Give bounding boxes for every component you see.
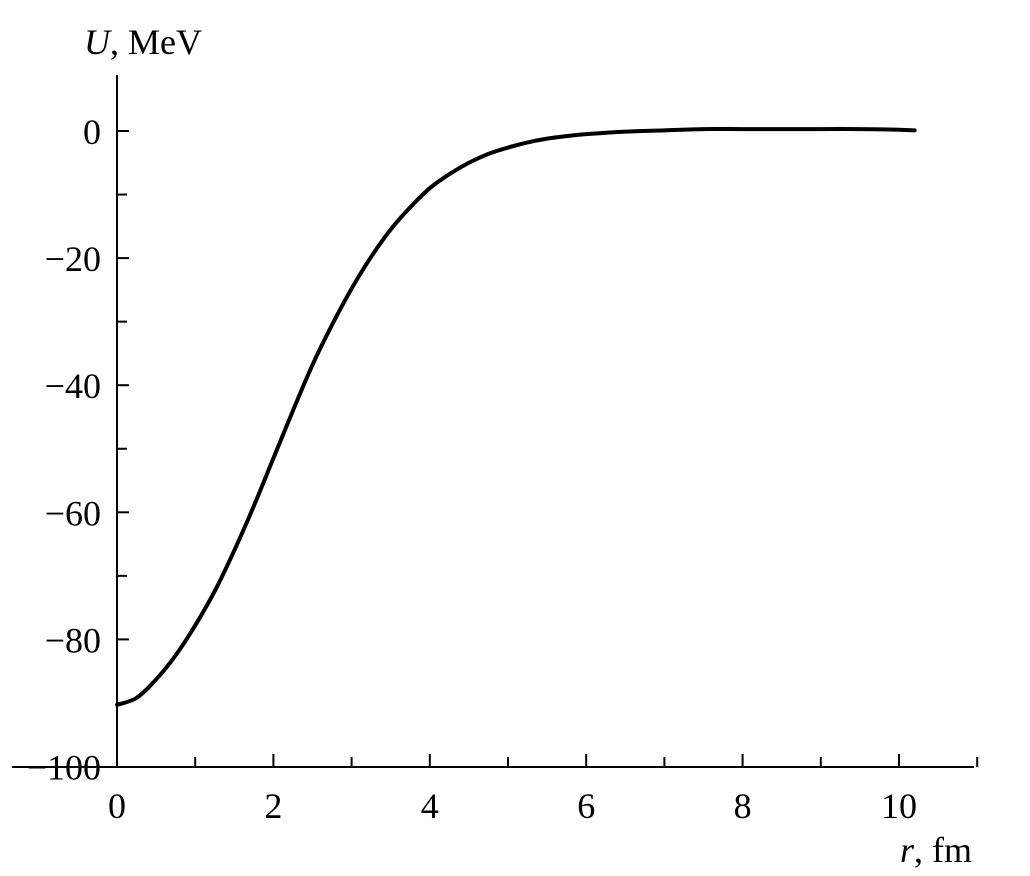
x-axis-label-unit: , fm [914, 830, 972, 870]
axes [12, 75, 974, 768]
x-tick-label: 8 [734, 786, 752, 826]
x-tick-label: 6 [577, 786, 595, 826]
y-tick-label: −60 [45, 493, 101, 533]
potential-curve [115, 126, 917, 707]
y-axis-label-unit: , MeV [110, 22, 202, 62]
ticks [117, 130, 979, 767]
x-axis-label-var: r [900, 830, 915, 870]
y-axis-label: U, MeV [84, 22, 202, 62]
x-tick-label: 2 [264, 786, 282, 826]
y-tick-label: 0 [83, 112, 101, 152]
x-tick-label: 10 [881, 786, 917, 826]
y-tick-label: −100 [27, 748, 101, 788]
y-tick-label: −20 [45, 239, 101, 279]
x-tick-label: 4 [421, 786, 439, 826]
y-axis-label-var: U [84, 22, 112, 62]
x-tick-label: 0 [108, 786, 126, 826]
y-tick-label: −40 [45, 366, 101, 406]
x-axis-label: r, fm [900, 830, 972, 870]
y-tick-label: −80 [45, 620, 101, 660]
